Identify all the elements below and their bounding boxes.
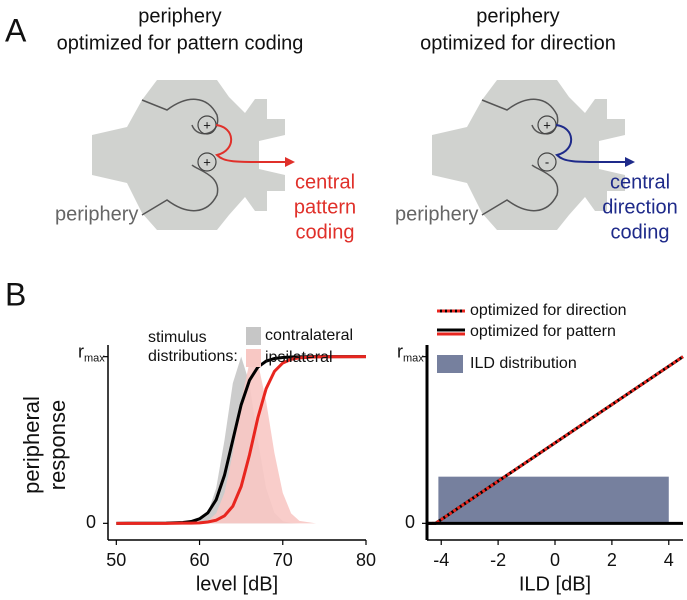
y-tick-label: rmax bbox=[397, 341, 424, 364]
body-shape bbox=[92, 80, 285, 230]
legend-label: ILD distribution bbox=[470, 355, 577, 372]
arrow-head bbox=[625, 157, 635, 167]
legend-title: distributions: bbox=[148, 348, 238, 365]
legend-title: stimulus bbox=[148, 329, 207, 346]
x-tick-label: 70 bbox=[273, 550, 293, 570]
x-tick-label: 2 bbox=[607, 550, 617, 570]
distribution-area bbox=[116, 362, 367, 524]
panel-title: periphery bbox=[138, 5, 221, 27]
y-tick-label-main: r bbox=[78, 341, 84, 361]
neuron-sign: + bbox=[203, 117, 211, 132]
legend-label: contralateral bbox=[265, 327, 353, 344]
neuron-cell bbox=[197, 152, 217, 172]
central-label: central bbox=[295, 171, 355, 193]
distribution-bar bbox=[438, 476, 669, 524]
neuron bbox=[141, 164, 219, 216]
y-tick-label: 0 bbox=[405, 512, 415, 532]
central-label: coding bbox=[611, 221, 670, 243]
x-tick-label: -4 bbox=[433, 550, 449, 570]
panel-title: optimized for pattern coding bbox=[57, 32, 304, 54]
neuron bbox=[481, 98, 559, 135]
x-tick-label: 80 bbox=[356, 550, 376, 570]
periphery-label: periphery bbox=[395, 203, 478, 225]
central-label: direction bbox=[602, 196, 678, 218]
legend-swatch bbox=[437, 355, 463, 373]
neuron bbox=[481, 164, 559, 216]
periphery-label: periphery bbox=[55, 203, 138, 225]
body-diagram: +- bbox=[432, 80, 635, 230]
projection bbox=[555, 124, 628, 164]
y-tick-label: rmax bbox=[78, 341, 105, 364]
central-label: central bbox=[610, 171, 670, 193]
y-tick-label-sub: max bbox=[84, 353, 105, 365]
legend-label: optimized for pattern bbox=[470, 323, 616, 340]
x-tick-label: 60 bbox=[190, 550, 210, 570]
projection bbox=[215, 124, 288, 164]
x-tick-label: 4 bbox=[664, 550, 674, 570]
central-label: coding bbox=[296, 221, 355, 243]
response-line bbox=[116, 355, 367, 525]
y-axis-label: peripheral bbox=[19, 396, 44, 494]
neuron bbox=[141, 98, 219, 135]
panel-label: A bbox=[5, 12, 27, 48]
neuron-sign: - bbox=[545, 154, 549, 169]
response-line bbox=[116, 355, 366, 525]
legend-label: ipsilateral bbox=[265, 349, 333, 366]
x-tick-label: 0 bbox=[550, 550, 560, 570]
legend-label: optimized for direction bbox=[470, 302, 627, 319]
body-diagram: ++ bbox=[92, 80, 295, 230]
y-tick-label-main: r bbox=[397, 341, 403, 361]
y-tick-label: 0 bbox=[86, 512, 96, 532]
y-tick-label-sub: max bbox=[403, 353, 424, 365]
x-tick-label: 50 bbox=[106, 550, 126, 570]
central-label: pattern bbox=[294, 196, 356, 218]
neuron-sign: + bbox=[203, 154, 211, 169]
x-axis-label: ILD [dB] bbox=[519, 573, 591, 595]
arrow-head bbox=[285, 157, 295, 167]
y-axis-label: response bbox=[45, 400, 70, 491]
x-tick-label: -2 bbox=[490, 550, 506, 570]
body-shape bbox=[432, 80, 625, 230]
legend-swatch bbox=[246, 349, 261, 367]
panel-title: optimized for direction bbox=[420, 32, 616, 54]
x-axis-label: level [dB] bbox=[196, 573, 278, 595]
neuron-sign: + bbox=[543, 117, 551, 132]
panel-label: B bbox=[5, 276, 26, 312]
legend-swatch bbox=[246, 327, 261, 345]
neuron-cell bbox=[537, 152, 557, 172]
panel-title: periphery bbox=[476, 5, 559, 27]
